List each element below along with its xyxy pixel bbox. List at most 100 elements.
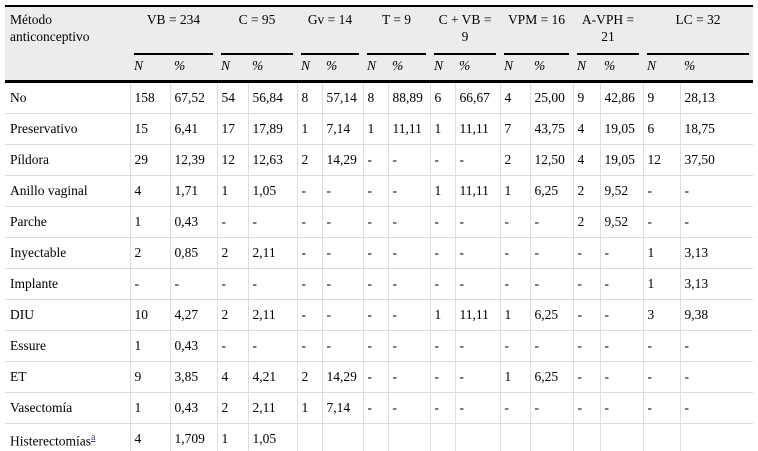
footnote-link[interactable]: a — [90, 431, 96, 443]
n-cell: - — [362, 237, 388, 269]
n-cell — [499, 423, 530, 451]
pct-cell: 9,38 — [679, 299, 753, 331]
n-cell: - — [572, 268, 600, 300]
pct-cell: - — [321, 175, 363, 207]
table-wrapper: Método anticonceptivo VB = 234 C = 95 Gv… — [5, 5, 753, 451]
n-cell — [429, 423, 455, 451]
pct-cell: - — [599, 361, 643, 393]
pct-header: % — [530, 55, 573, 83]
pct-cell — [529, 423, 573, 451]
n-cell: 4 — [129, 175, 170, 207]
pct-cell: 6,41 — [169, 113, 217, 145]
n-cell: - — [362, 299, 388, 331]
n-cell: 1 — [642, 268, 680, 300]
pct-cell: 0,43 — [169, 206, 217, 238]
n-cell: - — [429, 144, 455, 176]
pct-cell: - — [454, 392, 500, 424]
n-cell: - — [429, 268, 455, 300]
method-cell: DIU — [5, 299, 130, 331]
method-label: Anillo vaginal — [10, 183, 88, 198]
n-cell: - — [499, 330, 530, 362]
n-cell: 12 — [216, 144, 248, 176]
pct-cell: 14,29 — [321, 144, 363, 176]
group-header-vpm: VPM = 16 — [500, 6, 573, 55]
n-cell: 4 — [572, 113, 600, 145]
pct-cell: - — [599, 268, 643, 300]
n-cell: - — [296, 206, 322, 238]
pct-cell: - — [454, 206, 500, 238]
pct-cell: - — [679, 392, 753, 424]
n-cell: - — [362, 206, 388, 238]
pct-cell — [387, 423, 430, 451]
pct-cell: - — [679, 175, 753, 207]
method-column-header: Método anticonceptivo — [5, 6, 130, 83]
pct-cell: 11,11 — [454, 299, 500, 331]
table-row: Píldora 29 12,39 12 12,63 2 14,29- - - -2 12,50 4 19… — [5, 144, 753, 176]
n-cell: - — [296, 237, 322, 269]
n-cell: - — [642, 392, 680, 424]
pct-cell: - — [679, 330, 753, 362]
table-row: DIU 10 4,27 2 2,11- - - -1 11,11 1 6,25- -3 9,38 — [5, 299, 753, 331]
n-cell: 2 — [129, 237, 170, 269]
pct-cell: 57,14 — [321, 81, 363, 114]
pct-cell: - — [529, 330, 573, 362]
pct-cell: - — [454, 144, 500, 176]
pct-cell: - — [247, 330, 297, 362]
method-label: Vasectomía — [10, 400, 73, 415]
pct-cell: 11,11 — [454, 113, 500, 145]
n-cell: 2 — [216, 299, 248, 331]
method-cell: ET — [5, 361, 130, 393]
n-cell: 10 — [129, 299, 170, 331]
pct-cell: - — [599, 299, 643, 331]
group-header-row: Método anticonceptivo VB = 234 C = 95 Gv… — [5, 6, 753, 83]
pct-cell: - — [387, 299, 430, 331]
n-header: N — [573, 55, 600, 83]
table-header: Método anticonceptivo VB = 234 C = 95 Gv… — [5, 6, 753, 83]
n-cell: 4 — [499, 81, 530, 114]
pct-cell: - — [679, 206, 753, 238]
pct-cell: 28,13 — [679, 81, 753, 114]
pct-cell: - — [529, 237, 573, 269]
n-cell: - — [296, 268, 322, 300]
n-cell: 12 — [642, 144, 680, 176]
n-cell: 7 — [499, 113, 530, 145]
pct-cell: 1,05 — [247, 423, 297, 451]
n-cell: - — [362, 361, 388, 393]
n-cell: 1 — [129, 330, 170, 362]
group-header-lc: LC = 32 — [643, 6, 753, 55]
n-header: N — [363, 55, 388, 83]
method-label: Píldora — [10, 152, 49, 167]
group-header-a-vph: A-VPH = 21 — [573, 6, 643, 55]
pct-cell: - — [454, 237, 500, 269]
table-row: Inyectable 2 0,85 2 2,11- - - - - - - - - -1 3,13 — [5, 237, 753, 269]
table-row: No 158 67,52 54 56,84 8 57,14 8 88,89 6 66,67 4 25,0… — [5, 81, 753, 114]
pct-cell: - — [387, 175, 430, 207]
n-cell: 1 — [429, 299, 455, 331]
n-cell: - — [572, 361, 600, 393]
n-cell: 1 — [429, 113, 455, 145]
n-cell: - — [129, 268, 170, 300]
pct-header: % — [600, 55, 643, 83]
pct-cell: 19,05 — [599, 113, 643, 145]
n-cell: 2 — [296, 144, 322, 176]
footnote-marker: a — [91, 431, 95, 443]
contraceptive-methods-table: Método anticonceptivo VB = 234 C = 95 Gv… — [5, 5, 753, 451]
method-cell: Vasectomía — [5, 392, 130, 424]
pct-cell: - — [599, 330, 643, 362]
n-cell: - — [296, 330, 322, 362]
n-cell: 2 — [216, 392, 248, 424]
method-cell: No — [5, 81, 130, 114]
n-cell: - — [429, 392, 455, 424]
n-cell: - — [216, 330, 248, 362]
pct-cell: - — [321, 330, 363, 362]
group-header-c-vb: C + VB = 9 — [430, 6, 500, 55]
pct-cell: 11,11 — [387, 113, 430, 145]
n-cell: 54 — [216, 81, 248, 114]
pct-header: % — [248, 55, 297, 83]
n-cell: 29 — [129, 144, 170, 176]
n-cell: 4 — [572, 144, 600, 176]
n-cell: - — [362, 175, 388, 207]
table-row: Essure 1 0,43- - - - - - - - - - - - - - — [5, 330, 753, 362]
pct-cell: - — [247, 268, 297, 300]
pct-cell: - — [599, 392, 643, 424]
